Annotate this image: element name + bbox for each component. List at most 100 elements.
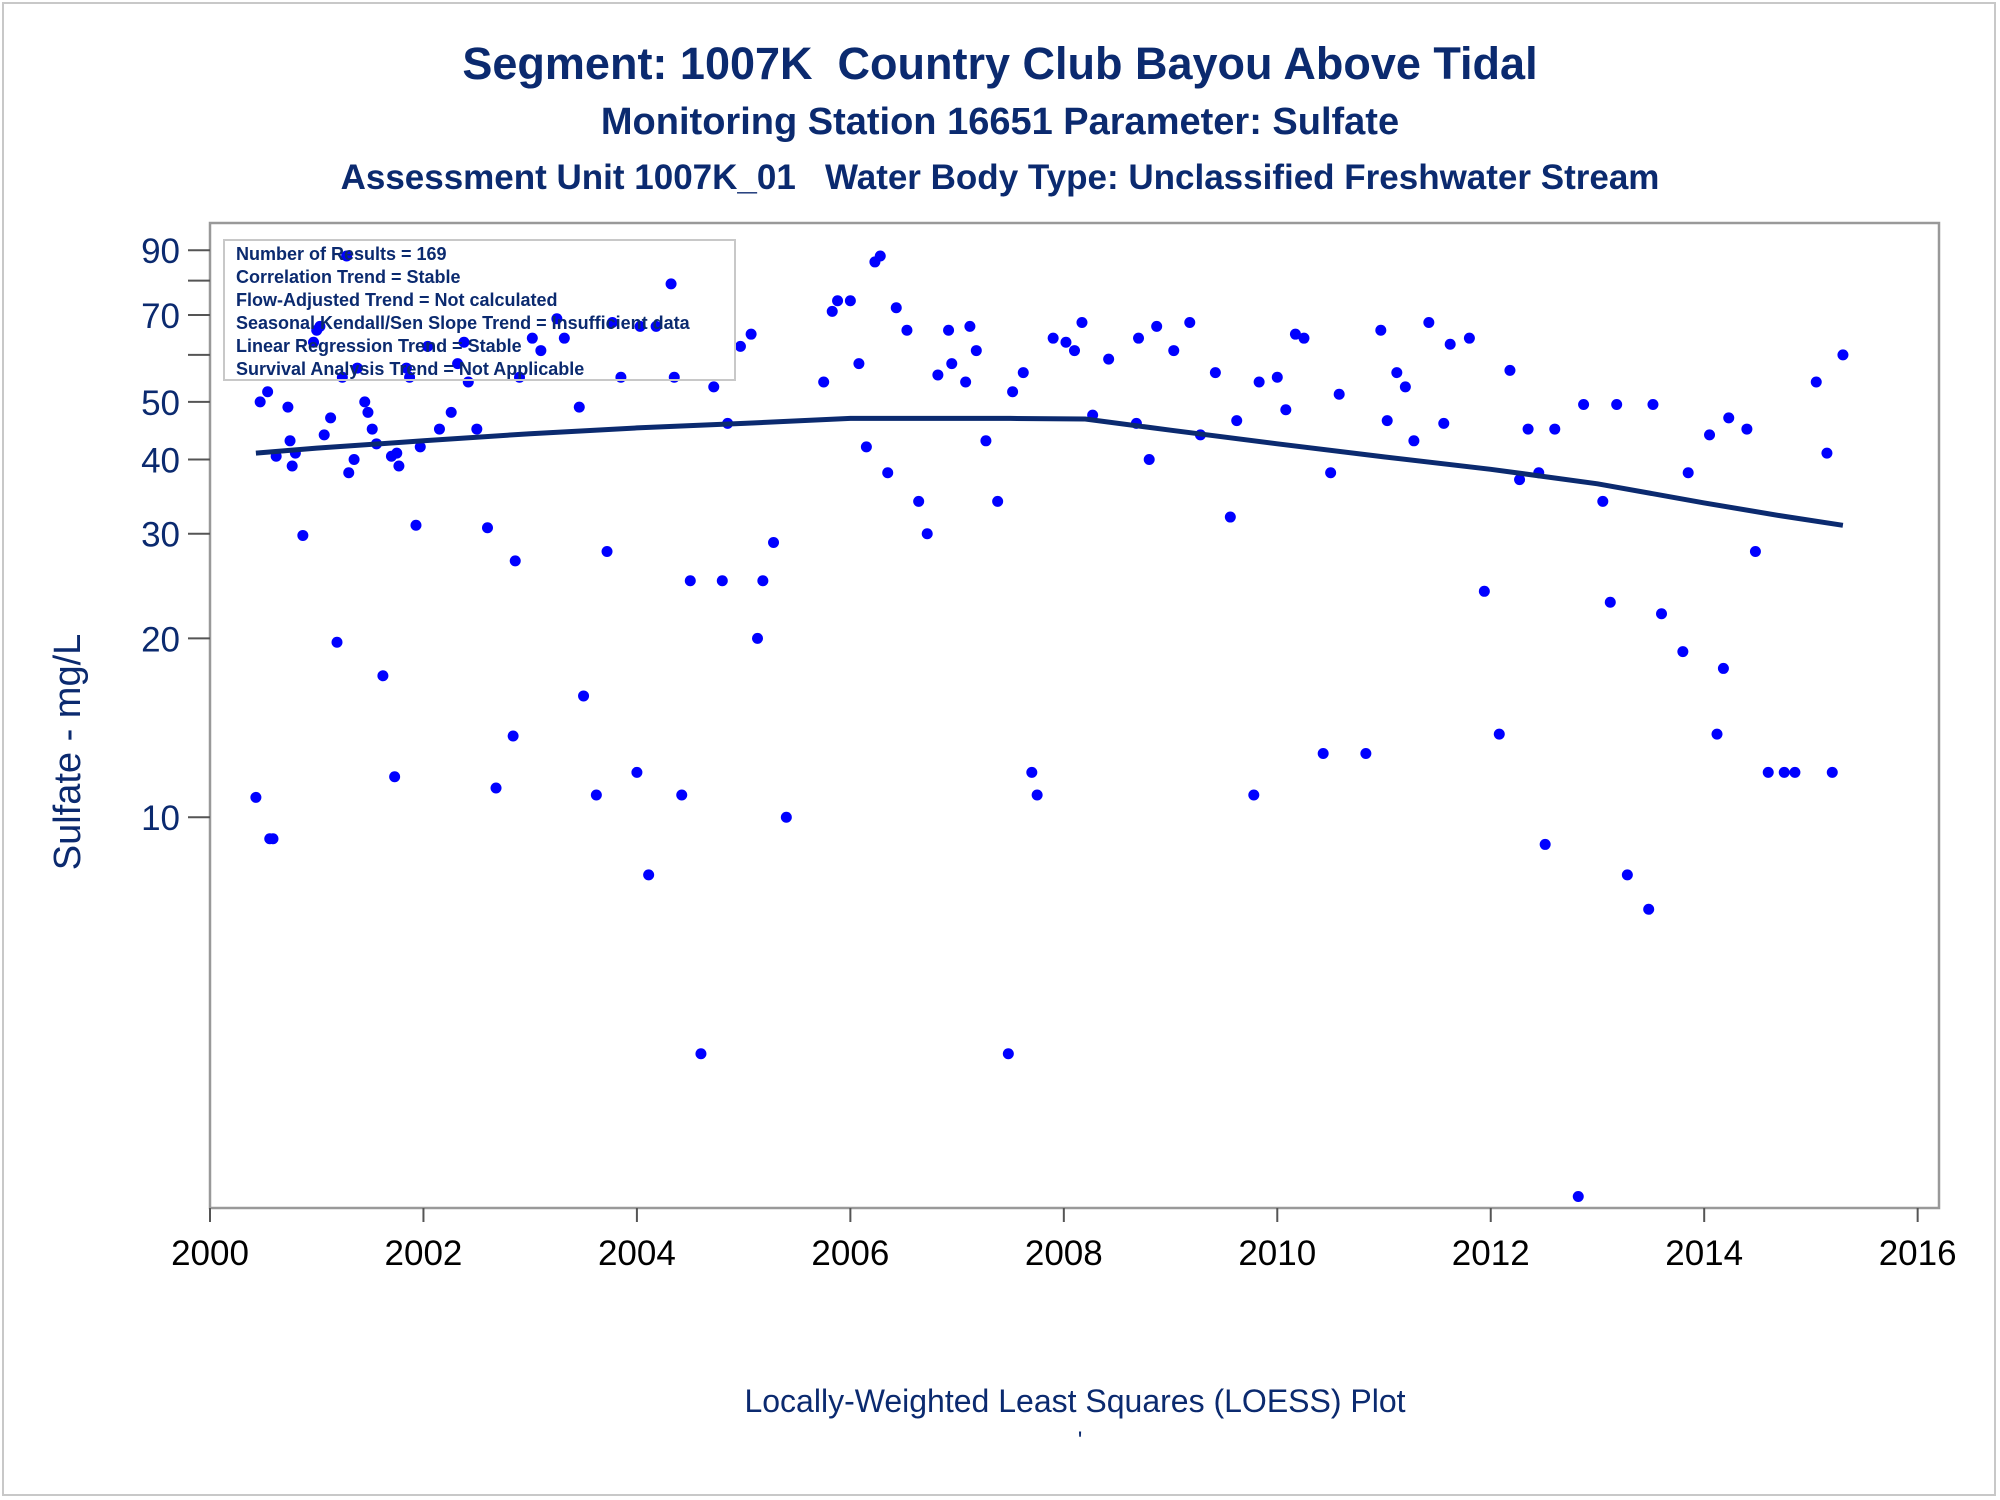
data-point [558, 332, 570, 344]
data-point [410, 519, 422, 531]
x-tick-label: 2008 [1025, 1234, 1103, 1273]
data-point [1289, 328, 1301, 340]
data-point [1280, 404, 1292, 416]
chart-subtitle-2: Assessment Unit 1007K_01 Water Body Type… [340, 158, 1660, 197]
data-point [284, 435, 296, 447]
data-point [1325, 467, 1337, 479]
data-point [932, 369, 944, 381]
data-point [422, 340, 434, 352]
data-point [578, 690, 590, 702]
data-point [1438, 417, 1450, 429]
chart-title: Segment: 1007K Country Club Bayou Above … [462, 38, 1538, 89]
data-point [1810, 376, 1822, 388]
data-point [946, 358, 958, 370]
data-point [1271, 371, 1283, 383]
data-point [668, 371, 680, 383]
data-point [716, 575, 728, 587]
x-tick-label: 2016 [1879, 1234, 1957, 1273]
data-point [1408, 435, 1420, 447]
data-point [471, 423, 483, 435]
data-point [1168, 345, 1180, 357]
data-point [1444, 338, 1456, 350]
data-point [1391, 367, 1403, 379]
data-point [901, 324, 913, 336]
data-point [615, 371, 627, 383]
data-point [752, 632, 764, 644]
data-point [1723, 412, 1735, 424]
data-point [341, 250, 353, 262]
data-point [650, 320, 662, 332]
data-point [389, 771, 401, 783]
data-point [1621, 869, 1633, 881]
data-point [351, 362, 363, 374]
x-axis: 2000 2002 2004 2006 2008 2010 2012 2014 2016 [171, 1208, 1957, 1273]
data-point [1360, 748, 1372, 760]
data-point [366, 423, 378, 435]
data-point [343, 467, 355, 479]
data-point [665, 278, 677, 290]
data-point [535, 345, 547, 357]
data-point [1060, 336, 1072, 348]
data-point [1399, 381, 1411, 393]
data-point [1597, 495, 1609, 507]
y-tick-label: 20 [141, 620, 180, 659]
data-point [768, 536, 780, 548]
data-point [314, 320, 326, 332]
data-point [1423, 317, 1435, 329]
data-point [481, 522, 493, 534]
data-point [860, 441, 872, 453]
data-point [348, 453, 360, 465]
data-point [1248, 789, 1260, 801]
data-point [1493, 728, 1505, 740]
plot-area-border [208, 221, 1941, 1210]
y-tick-label: 70 [141, 297, 180, 336]
data-point [573, 401, 585, 413]
x-tick-label: 2006 [811, 1234, 889, 1273]
data-point [362, 406, 374, 418]
data-point [433, 423, 445, 435]
data-point [695, 1048, 707, 1060]
data-point [1789, 766, 1801, 778]
data-point [780, 811, 792, 823]
chart-subtitle: Monitoring Station 16651 Parameter: Sulf… [600, 101, 1400, 143]
data-point [1741, 423, 1753, 435]
data-point [318, 429, 330, 441]
data-point [1611, 398, 1623, 410]
data-point [943, 324, 955, 336]
loess-line [255, 415, 1844, 528]
data-point [1224, 511, 1236, 523]
stats-line: Number of Results = 169 [236, 244, 447, 264]
x-axis-title: Locally-Weighted Least Squares (LOESS) P… [744, 1383, 1405, 1419]
data-point [509, 555, 521, 567]
data-point [964, 320, 976, 332]
data-point [1549, 423, 1561, 435]
y-axis-title: Sulfate - mg/L [47, 634, 89, 871]
data-point [826, 305, 838, 317]
y-tick-label: 50 [141, 384, 180, 423]
stats-line: Flow-Adjusted Trend = Not calculated [236, 290, 558, 310]
data-point [606, 317, 618, 329]
data-point [970, 345, 982, 357]
data-point [1143, 453, 1155, 465]
stats-box: Number of Results = 169 Correlation Trend… [223, 239, 736, 381]
data-point [960, 376, 972, 388]
y-tick-label: 10 [141, 799, 180, 838]
data-point [882, 467, 894, 479]
data-point [400, 362, 412, 374]
data-point [507, 730, 519, 742]
data-point [1007, 386, 1019, 398]
stats-line: Correlation Trend = Stable [236, 267, 461, 287]
data-point [832, 295, 844, 307]
data-point [452, 358, 464, 370]
x-tick-label: 2000 [171, 1234, 249, 1273]
data-point [1778, 766, 1790, 778]
data-point [634, 320, 646, 332]
data-point [262, 386, 274, 398]
data-point [1151, 320, 1163, 332]
data-point [1076, 317, 1088, 329]
data-point [1381, 415, 1393, 427]
data-point [1656, 608, 1668, 620]
data-point [1375, 324, 1387, 336]
stats-box-border [223, 239, 736, 381]
